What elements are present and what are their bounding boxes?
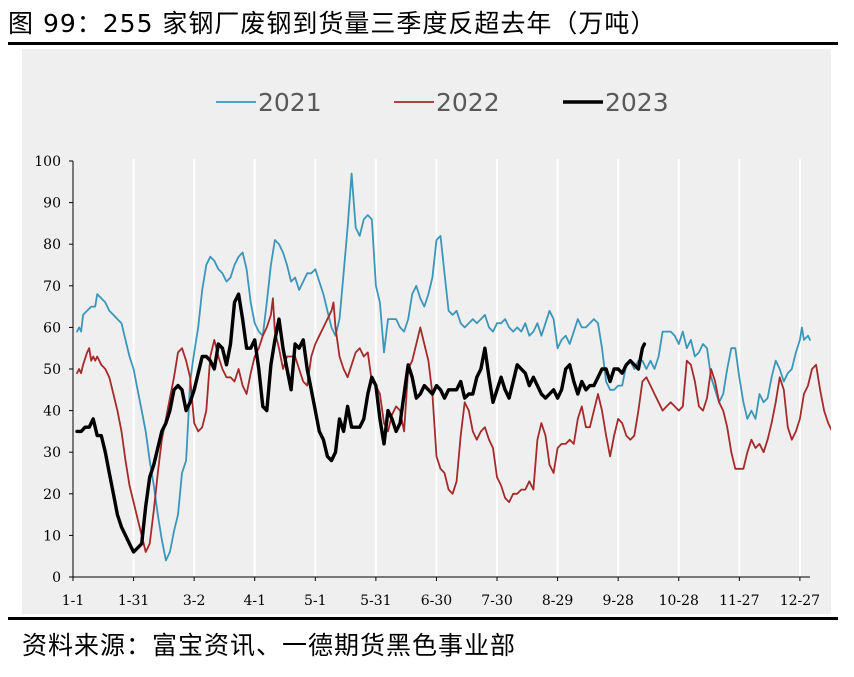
x-tick-label-1-31: 1-31 xyxy=(118,593,149,609)
series-line-2023 xyxy=(75,292,647,554)
y-tick-label-70: 70 xyxy=(43,279,61,295)
legend-label-2023: 2023 xyxy=(605,88,669,117)
y-tick-label-80: 80 xyxy=(43,237,61,253)
y-tick-label-30: 30 xyxy=(43,445,61,461)
x-tick-label-11-27: 11-27 xyxy=(719,593,759,609)
y-tick-label-100: 100 xyxy=(34,154,61,170)
source-note: 资料来源：富宝资讯、一德期货黑色事业部 xyxy=(22,631,517,660)
series-lines xyxy=(75,172,842,562)
x-tick-label-4-1: 4-1 xyxy=(243,593,266,609)
x-tick-label-5-31: 5-31 xyxy=(360,593,391,609)
gridlines xyxy=(132,159,801,577)
y-tick-label-90: 90 xyxy=(43,196,61,212)
y-tick-label-50: 50 xyxy=(43,362,61,378)
y-tick-label-40: 40 xyxy=(43,404,61,420)
x-tick-label-12-27: 12-27 xyxy=(780,593,820,609)
x-tick-label-8-29: 8-29 xyxy=(542,593,573,609)
y-tick-label-60: 60 xyxy=(43,320,61,336)
x-tick-label-7-30: 7-30 xyxy=(481,593,512,609)
legend-label-2021: 2021 xyxy=(258,88,322,117)
x-tick-label-5-1: 5-1 xyxy=(304,593,327,609)
y-tick-label-0: 0 xyxy=(52,570,61,586)
line-chart: 0 10 20 30 40 50 60 70 80 90 100 1-1 1-31 3-2 4-1 5-1 5-… xyxy=(34,88,842,609)
x-tick-label-1-1: 1-1 xyxy=(62,593,85,609)
axes: 0 10 20 30 40 50 60 70 80 90 100 1-1 1-31 3-2 4-1 5-1 5-… xyxy=(34,154,820,609)
x-tick-label-6-30: 6-30 xyxy=(421,593,452,609)
series-line-2022 xyxy=(76,297,842,553)
legend: 2021 2022 2023 xyxy=(216,88,669,117)
x-tick-label-3-2: 3-2 xyxy=(183,593,206,609)
y-tick-label-20: 20 xyxy=(43,487,61,503)
source-divider xyxy=(8,617,838,620)
x-tick-label-9-28: 9-28 xyxy=(602,593,633,609)
legend-label-2022: 2022 xyxy=(436,88,500,117)
x-tick-label-10-28: 10-28 xyxy=(659,593,699,609)
chart-title: 图 99：255 家钢厂废钢到货量三季度反超去年（万吨） xyxy=(8,9,657,38)
y-tick-label-10: 10 xyxy=(43,528,61,544)
chart-area: 0 10 20 30 40 50 60 70 80 90 100 1-1 1-31 3-2 4-1 5-1 5-… xyxy=(22,49,842,614)
title-divider xyxy=(8,42,838,45)
